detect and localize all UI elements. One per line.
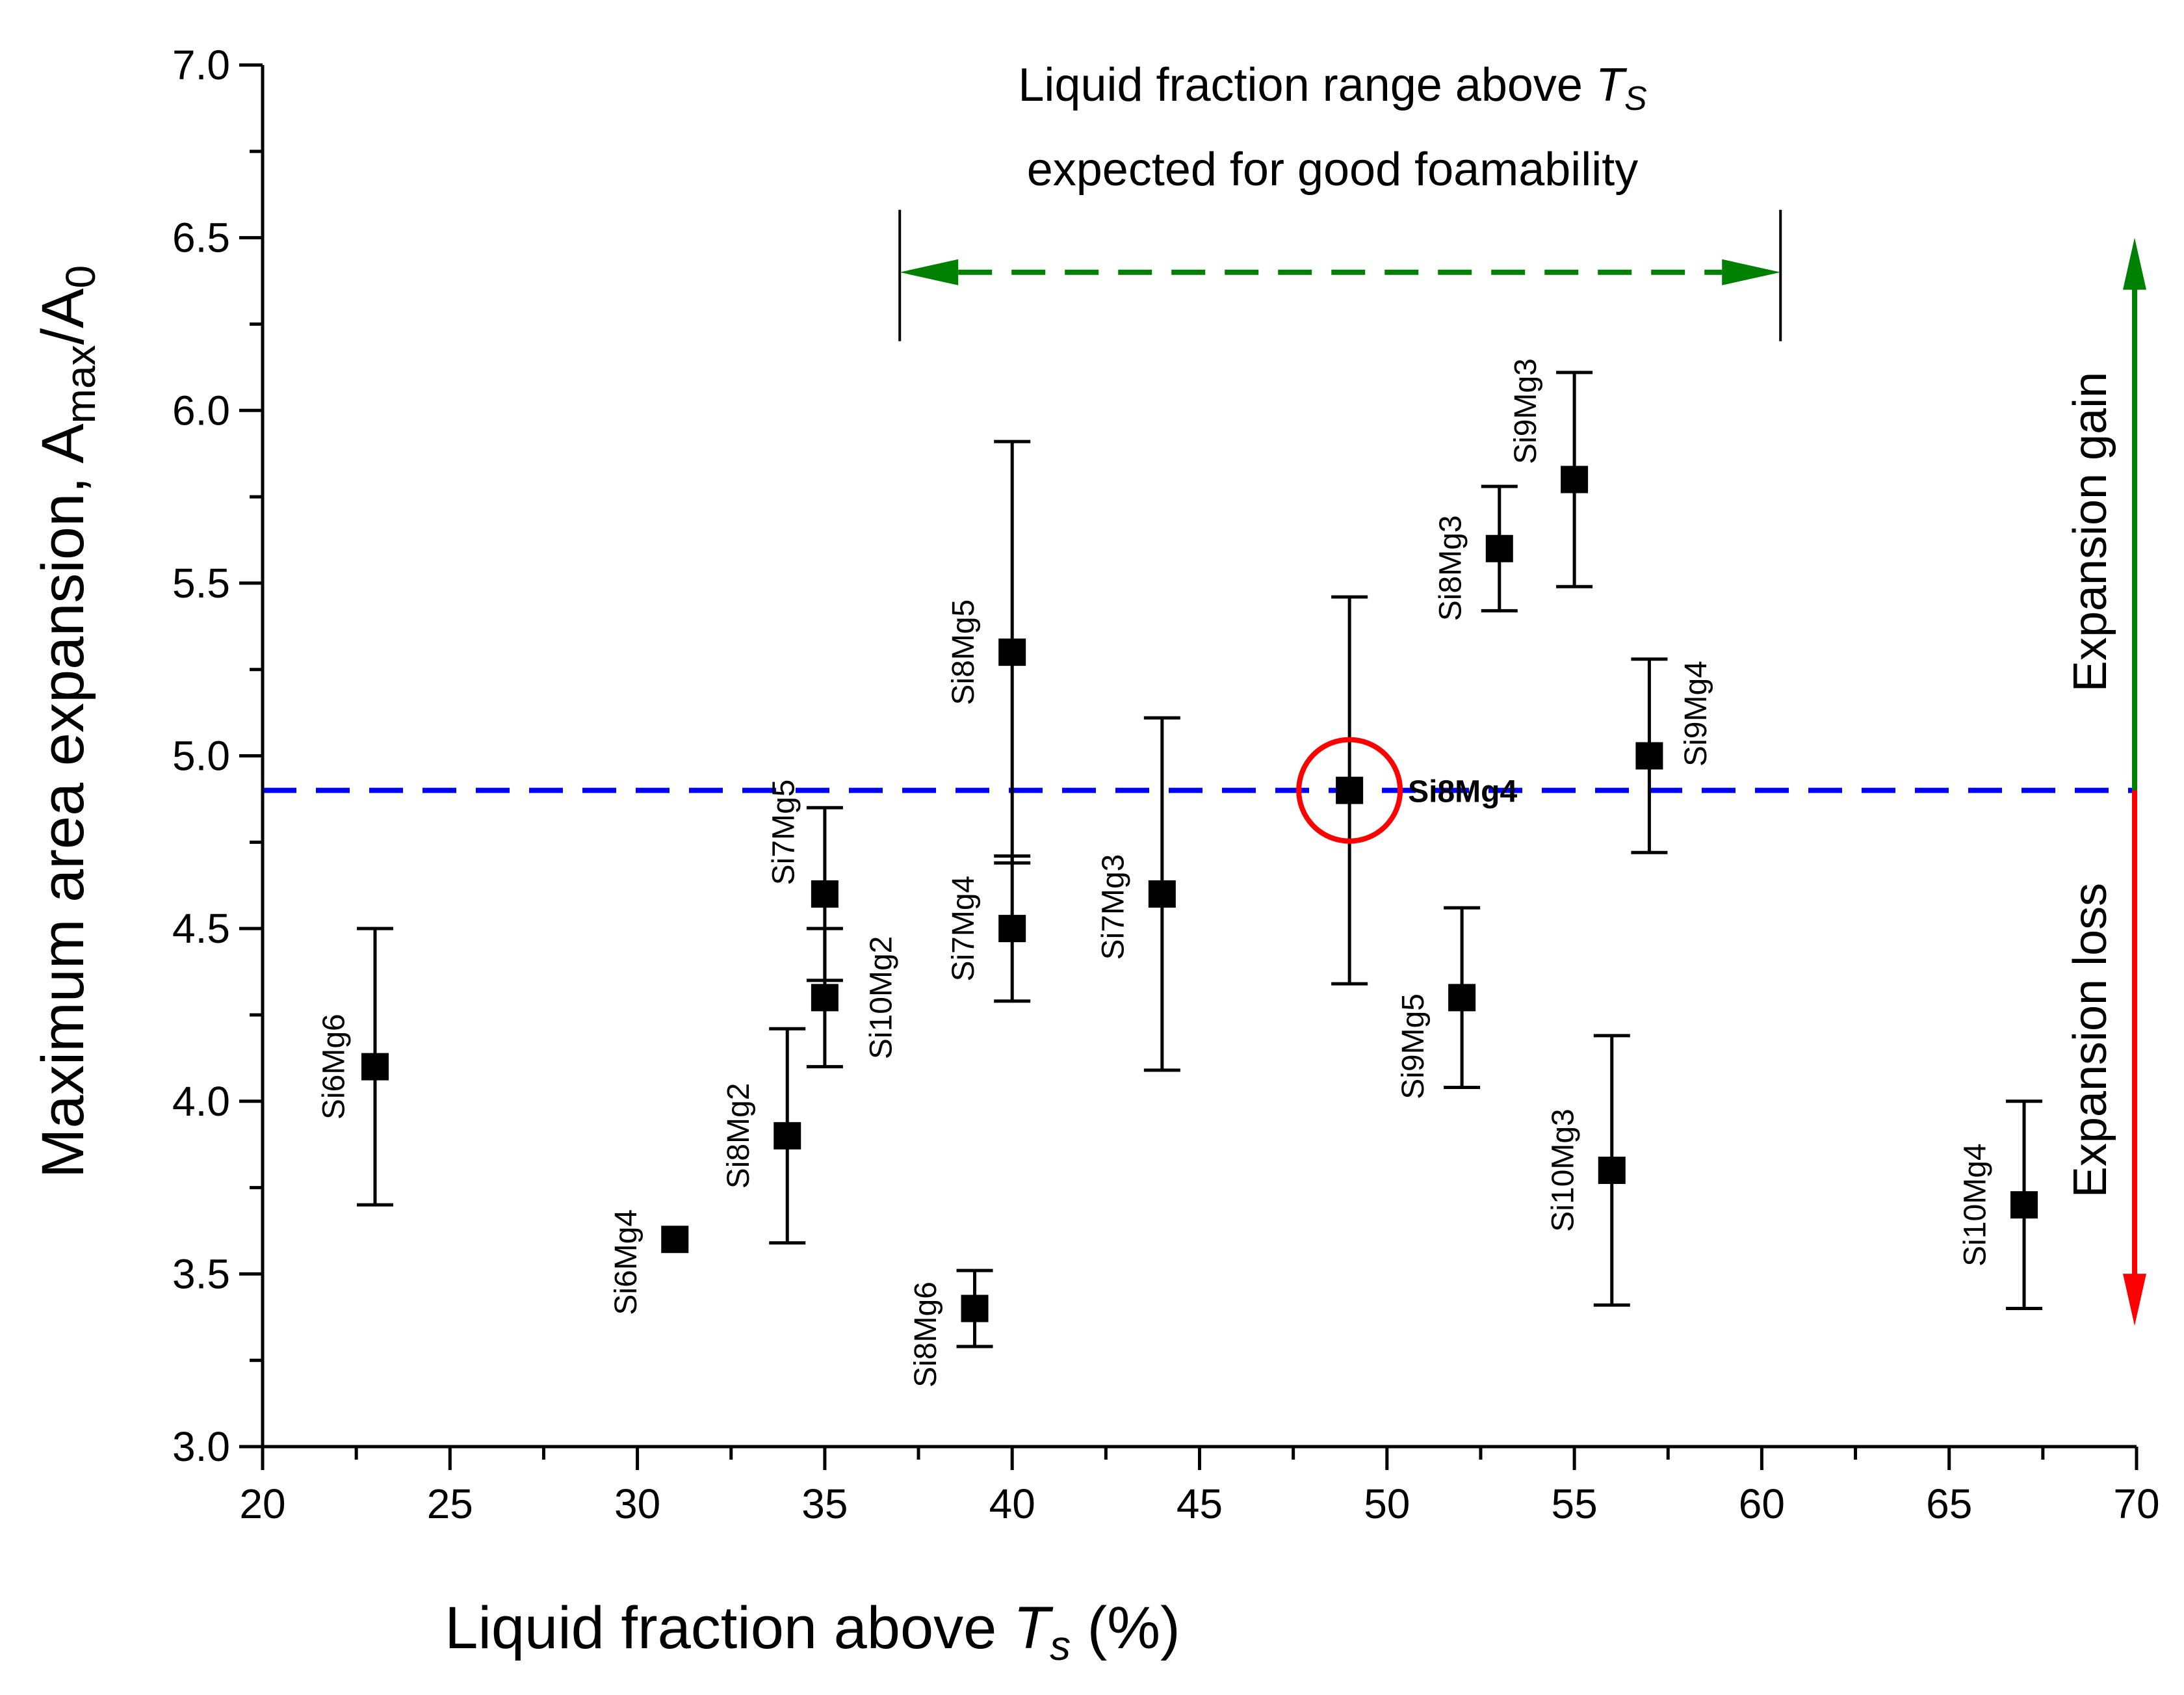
data-point-label: Si10Mg4	[1958, 1143, 1993, 1266]
data-point-group: Si10Mg2	[806, 926, 899, 1069]
y-tick-label: 5.5	[172, 560, 230, 607]
data-point-group: Si7Mg4	[946, 854, 1031, 1003]
y-tick-label: 6.5	[172, 215, 230, 261]
data-point-marker	[811, 984, 838, 1012]
highlight-circle	[1296, 737, 1403, 844]
data-point-group: Si8Mg4	[1296, 595, 1517, 986]
y-tick-label: 6.0	[172, 387, 230, 434]
data-point-marker	[1598, 1157, 1626, 1184]
x-tick-label: 25	[427, 1480, 473, 1527]
y-tick-label: 5.0	[172, 733, 230, 780]
data-point-marker	[1561, 466, 1589, 493]
y-axis-title: Maximum area expansion, Amax/A0	[30, 265, 104, 1178]
data-point-label: Si7Mg5	[767, 780, 801, 886]
expansion-gain-label: Expansion gain	[2064, 372, 2116, 692]
data-point-marker	[1485, 534, 1513, 562]
range-annotation-line1: Liquid fraction range above TS	[1018, 59, 1647, 118]
x-tick-label: 55	[1552, 1480, 1598, 1527]
data-point-marker	[1635, 742, 1663, 770]
data-point-label: Si8Mg3	[1433, 515, 1468, 621]
range-annotation-line2: expected for good foamability	[1027, 144, 1639, 196]
data-point-marker	[1148, 880, 1176, 908]
data-point-label: Si8Mg5	[946, 599, 981, 705]
data-point-group: Si9Mg5	[1396, 906, 1481, 1099]
x-tick-label: 35	[801, 1480, 848, 1527]
y-tick-label: 7.0	[172, 42, 230, 88]
y-tick-label: 4.0	[172, 1078, 230, 1125]
data-point-label: Si9Mg4	[1679, 661, 1713, 767]
data-point-label: Si6Mg4	[609, 1209, 644, 1315]
annotation-layer	[898, 209, 2146, 1326]
x-tick-label: 30	[614, 1480, 660, 1527]
data-point-group: Si6Mg6	[317, 926, 393, 1207]
data-point-marker	[2010, 1191, 2038, 1219]
data-point-marker	[811, 880, 838, 908]
data-point-label: Si9Mg5	[1396, 993, 1431, 1099]
data-point-marker	[774, 1122, 801, 1150]
data-point-label: Si9Mg3	[1509, 358, 1543, 464]
data-point-marker	[961, 1294, 989, 1322]
data-point-group: Si7Mg5	[767, 780, 843, 982]
expansion-loss-arrow-head	[2123, 1274, 2146, 1326]
data-point-group: Si6Mg4	[609, 1209, 689, 1315]
x-tick-label: 60	[1739, 1480, 1785, 1527]
data-point-group: Si8Mg3	[1433, 484, 1518, 621]
data-point-marker	[661, 1226, 689, 1254]
data-point-marker	[1448, 984, 1476, 1012]
range-arrow-left-head	[900, 259, 959, 285]
data-point-group: Si8Mg5	[946, 440, 1031, 865]
points-layer: Si6Mg6 Si6Mg4 Si8Mg2 Si7Mg5 Si10Mg2 Si8Mg6 Si8…	[317, 358, 2043, 1387]
data-point-label: Si8Mg4	[1408, 775, 1517, 809]
x-tick-label: 65	[1926, 1480, 1972, 1527]
data-point-label: Si10Mg3	[1546, 1109, 1580, 1231]
data-point-group: Si7Mg3	[1097, 716, 1180, 1072]
data-point-group: Si8Mg6	[909, 1268, 993, 1387]
y-tick-label: 3.5	[172, 1250, 230, 1297]
data-point-label: Si6Mg6	[317, 1014, 352, 1120]
data-point-label: Si8Mg6	[909, 1281, 943, 1387]
range-arrow-right-head	[1722, 259, 1781, 285]
x-axis-title: Liquid fraction above Ts (%)	[445, 1595, 1180, 1669]
data-point-group: Si10Mg4	[1958, 1099, 2043, 1310]
data-point-label: Si10Mg2	[864, 936, 899, 1059]
data-point-marker	[361, 1053, 389, 1081]
x-tick-label: 20	[239, 1480, 285, 1527]
data-point-label: Si7Mg4	[946, 876, 981, 982]
y-tick-label: 4.5	[172, 905, 230, 952]
x-tick-label: 40	[989, 1480, 1035, 1527]
data-point-marker	[1336, 776, 1364, 804]
data-point-group: Si10Mg3	[1546, 1034, 1630, 1307]
data-point-group: Si9Mg4	[1631, 657, 1713, 854]
data-point-marker	[998, 638, 1026, 666]
expansion-loss-label: Expansion loss	[2064, 883, 2116, 1198]
expansion-gain-arrow-head	[2123, 237, 2146, 290]
data-point-group: Si8Mg2	[722, 1027, 806, 1245]
y-tick-label: 3.0	[172, 1423, 230, 1470]
data-point-label: Si7Mg3	[1097, 854, 1131, 960]
x-tick-label: 50	[1364, 1480, 1410, 1527]
data-point-marker	[998, 915, 1026, 943]
data-point-group: Si9Mg3	[1509, 358, 1593, 588]
data-point-label: Si8Mg2	[722, 1083, 756, 1189]
axes-layer: 20 25 30 35 40 45 50 55 60 65 70 3.0 3.5 4.0 4.5 5.0 5.5…	[172, 42, 2160, 1527]
x-tick-label: 45	[1176, 1480, 1223, 1527]
x-tick-label: 70	[2113, 1480, 2159, 1527]
